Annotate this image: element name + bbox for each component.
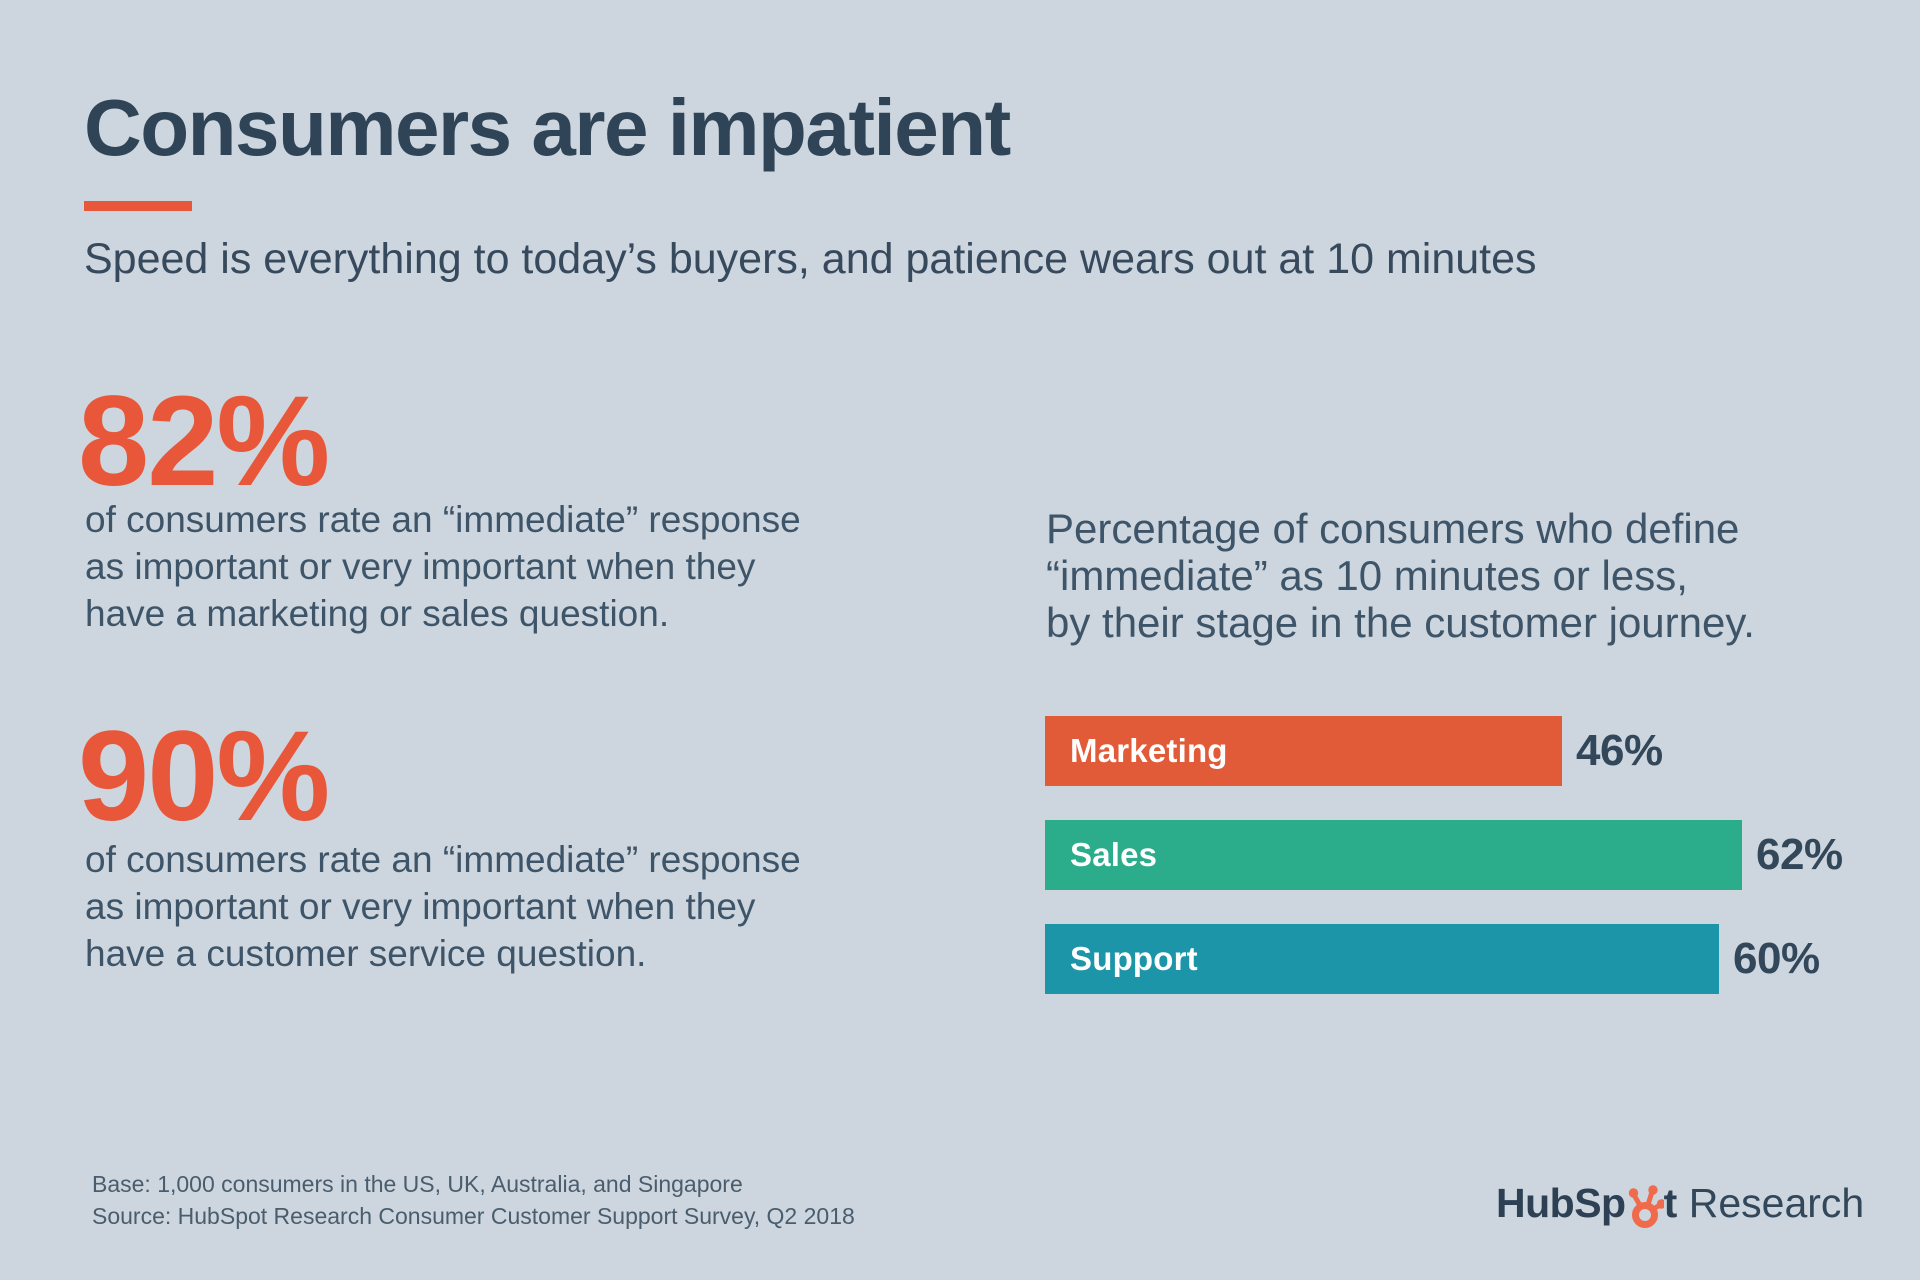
bar-category-label: Marketing: [1070, 732, 1228, 769]
chart-caption-line-2: “immediate” as 10 minutes or less,: [1046, 552, 1688, 599]
bar-value-label: 46%: [1576, 726, 1663, 775]
logo-t-text: t: [1663, 1180, 1678, 1226]
bar-category-label: Sales: [1070, 836, 1158, 873]
title-accent-underline: [84, 201, 192, 211]
stat-90-line-2: as important or very important when they: [85, 886, 756, 927]
stat-90-line-3: have a customer service question.: [85, 933, 647, 974]
stat-82-value: 82%: [78, 370, 330, 513]
bar-support: Support: [1045, 924, 1719, 994]
stat-90-value: 90%: [78, 705, 330, 848]
logo-hubsp-text: HubSp: [1496, 1180, 1626, 1226]
stat-82-line-3: have a marketing or sales question.: [85, 593, 670, 634]
bar-row-support: Support 60%: [1045, 924, 1843, 994]
bar-category-label: Support: [1070, 940, 1198, 977]
hubspot-research-logo: HubSp t Research: [1496, 1180, 1864, 1232]
hubspot-sprocket-icon: [1627, 1183, 1666, 1235]
bar-value-label: 60%: [1733, 934, 1820, 983]
bar-sales: Sales: [1045, 820, 1742, 890]
chart-caption: Percentage of consumers who define “imme…: [1046, 505, 1755, 646]
footnotes: Base: 1,000 consumers in the US, UK, Aus…: [92, 1168, 855, 1232]
stat-90-line-1: of consumers rate an “immediate” respons…: [85, 839, 801, 880]
footnote-base: Base: 1,000 consumers in the US, UK, Aus…: [92, 1171, 743, 1197]
subtitle: Speed is everything to today’s buyers, a…: [84, 235, 1537, 283]
bar-value-label: 62%: [1756, 830, 1843, 879]
stat-90-text: of consumers rate an “immediate” respons…: [85, 836, 801, 977]
chart-caption-line-3: by their stage in the customer journey.: [1046, 599, 1755, 646]
stat-82-text: of consumers rate an “immediate” respons…: [85, 496, 801, 637]
footnote-source: Source: HubSpot Research Consumer Custom…: [92, 1203, 855, 1229]
page-title: Consumers are impatient: [84, 83, 1011, 172]
stat-82-line-1: of consumers rate an “immediate” respons…: [85, 499, 801, 540]
bar-row-marketing: Marketing 46%: [1045, 716, 1843, 786]
bar-marketing: Marketing: [1045, 716, 1562, 786]
bar-row-sales: Sales 62%: [1045, 820, 1843, 890]
stat-82-line-2: as important or very important when they: [85, 546, 756, 587]
logo-research-text: Research: [1688, 1180, 1865, 1226]
chart-caption-line-1: Percentage of consumers who define: [1046, 505, 1740, 552]
bar-chart: Marketing 46% Sales 62% Support 60%: [1045, 716, 1843, 1028]
